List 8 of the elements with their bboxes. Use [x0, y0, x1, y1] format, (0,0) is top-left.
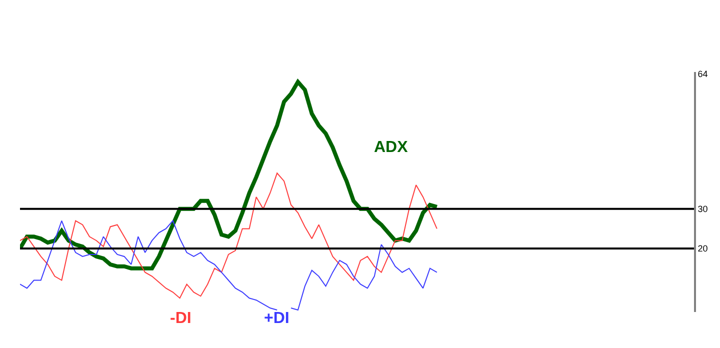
series-label: -DI: [170, 310, 192, 327]
line-series: [20, 80, 439, 270]
y-tick-label: 64: [698, 69, 708, 80]
series-label: +DI: [264, 310, 290, 327]
y-tick-label: 30: [698, 204, 708, 214]
line-series: [20, 172, 438, 299]
text: ADX: [374, 139, 408, 156]
y-tick-label: 20: [698, 244, 708, 254]
